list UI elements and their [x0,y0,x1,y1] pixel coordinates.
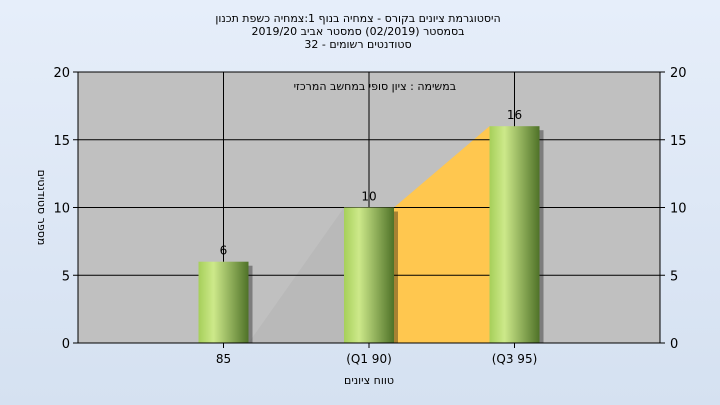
y-tick-label-right-4: 20 [670,66,687,81]
value-labels: 6 10 16 [220,108,522,258]
x-tick-label-2: (Q3 95) [492,352,538,366]
x-tick-label-1: (Q1 90) [346,352,392,366]
bars [198,126,544,343]
bar-2 [489,126,540,343]
y-tick-label-left-3: 15 [53,134,70,149]
y-tick-label-right-1: 5 [670,269,678,284]
trend-area-2 [394,126,490,343]
chart-title-line-3: סטודנטים רשומים - 32 [304,38,411,51]
y-axis-right: 0 5 10 15 20 [660,66,687,352]
value-label-1: 10 [361,190,376,204]
y-tick-label-left-0: 0 [62,337,70,352]
bar-1 [344,207,394,343]
value-label-0: 6 [220,244,228,258]
x-axis: 85 (Q1 90) (Q3 95) [216,343,537,366]
y-tick-label-left-1: 5 [62,269,70,284]
y-tick-label-right-3: 15 [670,134,687,149]
y-tick-label-right-2: 10 [670,202,687,217]
y-tick-label-right-0: 0 [670,337,678,352]
value-label-2: 16 [507,108,522,122]
x-tick-label-0: 85 [216,352,231,366]
y-axis-label: מספר סטודנטים [35,170,48,246]
y-tick-label-left-2: 10 [53,202,70,217]
x-axis-label: טווח ציונים [344,374,394,387]
y-tick-label-left-4: 20 [53,66,70,81]
bar-0 [198,261,249,343]
y-axis-left: 0 5 10 15 20 [53,66,78,352]
chart-title-line-1: היסטוגרמת ציונים בקורס - צמחיה בנוף 1:צמ… [215,12,500,25]
chart-title-line-2: בסמסטר (02/2019) סמסטר אביב 2019/20 [251,25,464,38]
chart-subtitle: במשימה : ציון סופי במחשב המרכזי [294,80,457,93]
